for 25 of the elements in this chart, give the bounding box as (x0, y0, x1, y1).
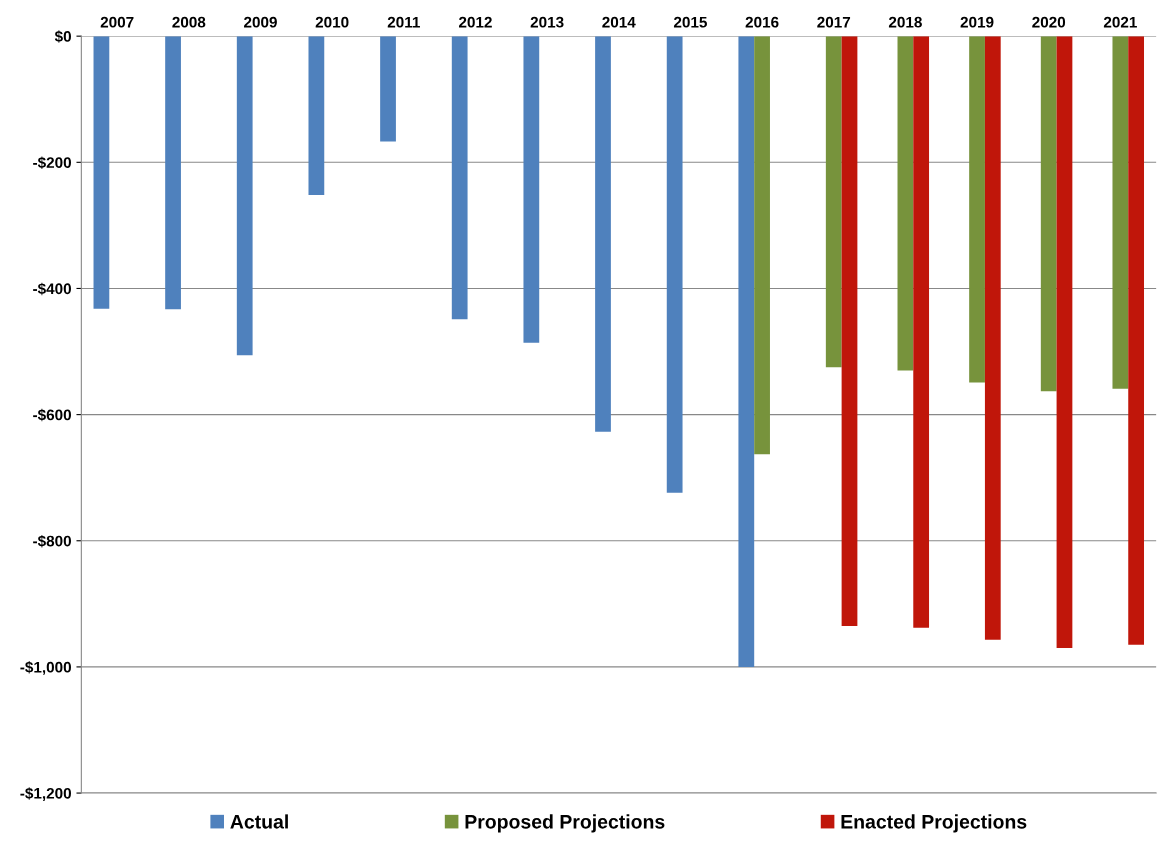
x-tick-label: 2013 (530, 16, 564, 28)
legend-label: Actual (230, 814, 288, 829)
x-tick-label: 2014 (602, 16, 636, 28)
y-tick-label: -$1,000 (20, 661, 71, 675)
x-tick-label: 2017 (817, 16, 851, 28)
x-tick-label: 2020 (1032, 16, 1066, 28)
legend-label: Proposed Projections (465, 814, 665, 833)
x-tick-label: 2018 (888, 16, 922, 28)
y-tick-label: -$200 (33, 156, 71, 169)
x-tick-label: 2008 (172, 16, 206, 28)
x-tick-label: 2021 (1103, 16, 1137, 28)
x-tick-label: 2019 (960, 16, 994, 28)
y-tick-label: -$400 (33, 282, 71, 296)
y-tick-label: -$600 (33, 408, 71, 422)
legend-label: Enacted Projections (841, 814, 1027, 833)
x-tick-label: 2015 (673, 16, 707, 28)
x-tick-label: 2010 (315, 16, 349, 28)
x-tick-label: 2012 (458, 16, 492, 28)
y-tick-label: -$800 (33, 534, 71, 548)
x-tick-label: 2011 (387, 16, 420, 28)
x-tick-label: 2016 (745, 16, 779, 28)
y-tick-label: $0 (54, 30, 71, 43)
x-tick-label: 2009 (244, 16, 277, 28)
x-tick-label: 2007 (100, 16, 134, 28)
y-tick-label: -$1,200 (20, 787, 71, 801)
